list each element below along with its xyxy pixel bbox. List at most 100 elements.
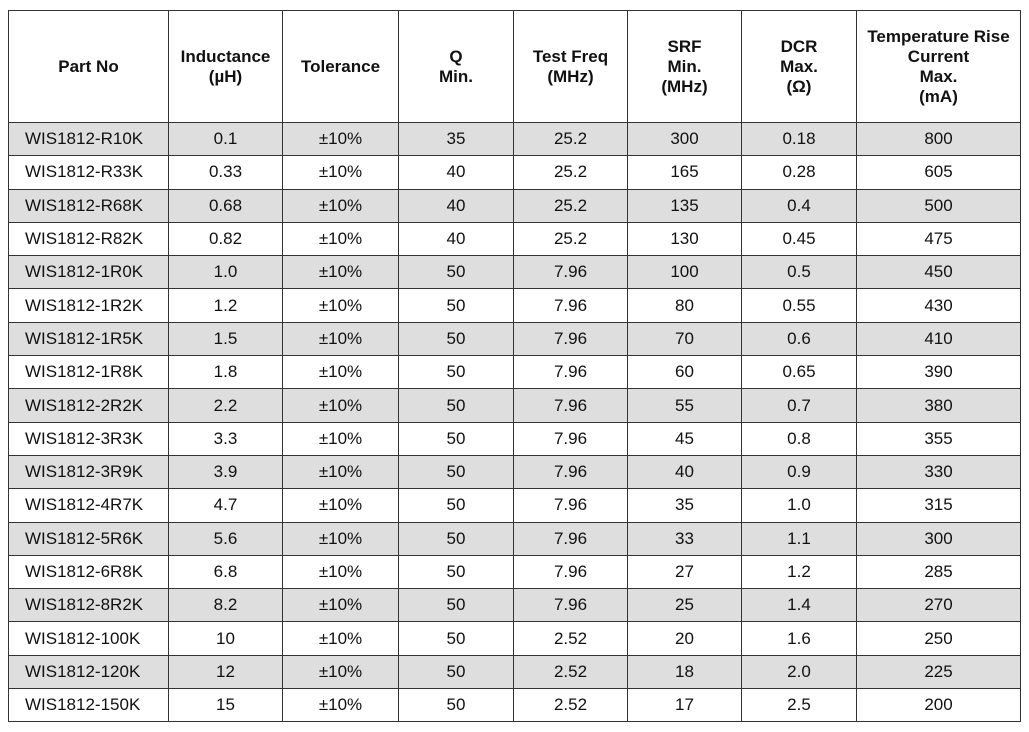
table-cell: 50 [398, 355, 514, 390]
spec-table: Part No Inductance (µH) Tolerance Q Min. Test … [8, 10, 1021, 723]
table-cell: ±10% [282, 155, 399, 190]
table-cell: 0.68 [168, 188, 283, 223]
header-line: Q [449, 46, 463, 66]
header-line: Inductance [180, 46, 271, 66]
table-cell: 35 [398, 121, 514, 157]
table-cell: ±10% [282, 421, 399, 456]
table-cell: 7.96 [513, 421, 628, 456]
table-cell: 2.2 [168, 388, 283, 423]
table-cell: 33 [627, 521, 742, 556]
header-line: (MHz) [661, 76, 708, 96]
table-row: WIS1812-120K 12 ±10% 50 2.52 18 2.0 225 [8, 654, 1021, 690]
table-cell: 25 [627, 588, 742, 623]
table-cell: WIS1812-3R9K [8, 454, 169, 490]
table-cell: WIS1812-R33K [8, 155, 169, 190]
table-cell: 380 [856, 388, 1021, 423]
header-line: DCR [780, 36, 818, 56]
table-cell: ±10% [282, 654, 399, 690]
table-cell: 10 [168, 621, 283, 656]
header-line: Tolerance [300, 56, 381, 76]
header-line: (mA) [919, 86, 958, 106]
table-row: WIS1812-4R7K 4.7 ±10% 50 7.96 35 1.0 315 [8, 488, 1021, 523]
header-line: SRF [667, 36, 702, 56]
header-line: (Ω) [786, 76, 812, 96]
table-cell: 7.96 [513, 521, 628, 556]
table-cell: 20 [627, 621, 742, 656]
table-cell: ±10% [282, 588, 399, 623]
table-cell: ±10% [282, 488, 399, 523]
table-cell: 50 [398, 588, 514, 623]
header-cell: Temperature Rise Current Max. (mA) [856, 10, 1021, 123]
header-cell: Q Min. [398, 10, 514, 123]
table-cell: 1.1 [741, 521, 857, 556]
table-cell: 300 [856, 521, 1021, 556]
table-row: WIS1812-R82K 0.82 ±10% 40 25.2 130 0.45 475 [8, 221, 1021, 257]
table-cell: ±10% [282, 621, 399, 656]
header-cell: Tolerance [282, 10, 399, 123]
table-cell: 3.3 [168, 421, 283, 456]
table-cell: WIS1812-120K [8, 654, 169, 690]
table-cell: 50 [398, 654, 514, 690]
table-row: WIS1812-R68K 0.68 ±10% 40 25.2 135 0.4 500 [8, 188, 1021, 223]
header-line: Max. [919, 66, 958, 86]
table-cell: ±10% [282, 188, 399, 223]
table-cell: 315 [856, 488, 1021, 523]
table-cell: 50 [398, 421, 514, 456]
table-cell: 0.55 [741, 288, 857, 323]
table-cell: 8.2 [168, 588, 283, 623]
table-row: WIS1812-3R9K 3.9 ±10% 50 7.96 40 0.9 330 [8, 454, 1021, 490]
table-cell: 5.6 [168, 521, 283, 556]
table-cell: WIS1812-1R2K [8, 288, 169, 323]
table-cell: 40 [398, 221, 514, 257]
table-cell: ±10% [282, 355, 399, 390]
table-row: WIS1812-100K 10 ±10% 50 2.52 20 1.6 250 [8, 621, 1021, 656]
table-cell: 1.4 [741, 588, 857, 623]
table-cell: 1.0 [741, 488, 857, 523]
table-cell: 0.33 [168, 155, 283, 190]
table-cell: 25.2 [513, 188, 628, 223]
table-cell: ±10% [282, 388, 399, 423]
table-cell: 605 [856, 155, 1021, 190]
table-cell: 40 [398, 188, 514, 223]
header-cell: Test Freq (MHz) [513, 10, 628, 123]
table-cell: WIS1812-R82K [8, 221, 169, 257]
table-cell: 50 [398, 288, 514, 323]
table-cell: 2.52 [513, 654, 628, 690]
table-row: WIS1812-8R2K 8.2 ±10% 50 7.96 25 1.4 270 [8, 588, 1021, 623]
header-cell: Inductance (µH) [168, 10, 283, 123]
table-cell: 1.2 [168, 288, 283, 323]
table-cell: WIS1812-1R8K [8, 355, 169, 390]
table-cell: 7.96 [513, 388, 628, 423]
table-cell: 135 [627, 188, 742, 223]
table-cell: 430 [856, 288, 1021, 323]
table-row: WIS1812-R10K 0.1 ±10% 35 25.2 300 0.18 800 [8, 121, 1021, 157]
table-cell: 2.52 [513, 621, 628, 656]
table-cell: WIS1812-R68K [8, 188, 169, 223]
table-body: WIS1812-R10K 0.1 ±10% 35 25.2 300 0.18 800 WIS18… [8, 121, 1021, 723]
table-cell: 50 [398, 255, 514, 290]
table-cell: WIS1812-1R0K [8, 255, 169, 290]
table-row: WIS1812-R33K 0.33 ±10% 40 25.2 165 0.28 605 [8, 155, 1021, 190]
table-cell: WIS1812-5R6K [8, 521, 169, 556]
table-cell: 50 [398, 688, 514, 723]
table-cell: 330 [856, 454, 1021, 490]
table-cell: 12 [168, 654, 283, 690]
table-cell: 4.7 [168, 488, 283, 523]
table-cell: 15 [168, 688, 283, 723]
header-line: Test Freq [532, 46, 609, 66]
table-cell: 1.6 [741, 621, 857, 656]
table-cell: 2.5 [741, 688, 857, 723]
table-cell: 2.52 [513, 688, 628, 723]
table-cell: 100 [627, 255, 742, 290]
table-cell: WIS1812-150K [8, 688, 169, 723]
table-row: WIS1812-2R2K 2.2 ±10% 50 7.96 55 0.7 380 [8, 388, 1021, 423]
table-cell: 390 [856, 355, 1021, 390]
table-cell: 17 [627, 688, 742, 723]
table-cell: 55 [627, 388, 742, 423]
table-cell: 250 [856, 621, 1021, 656]
table-cell: 25.2 [513, 155, 628, 190]
table-row: WIS1812-5R6K 5.6 ±10% 50 7.96 33 1.1 300 [8, 521, 1021, 556]
table-cell: WIS1812-8R2K [8, 588, 169, 623]
table-cell: 27 [627, 554, 742, 590]
